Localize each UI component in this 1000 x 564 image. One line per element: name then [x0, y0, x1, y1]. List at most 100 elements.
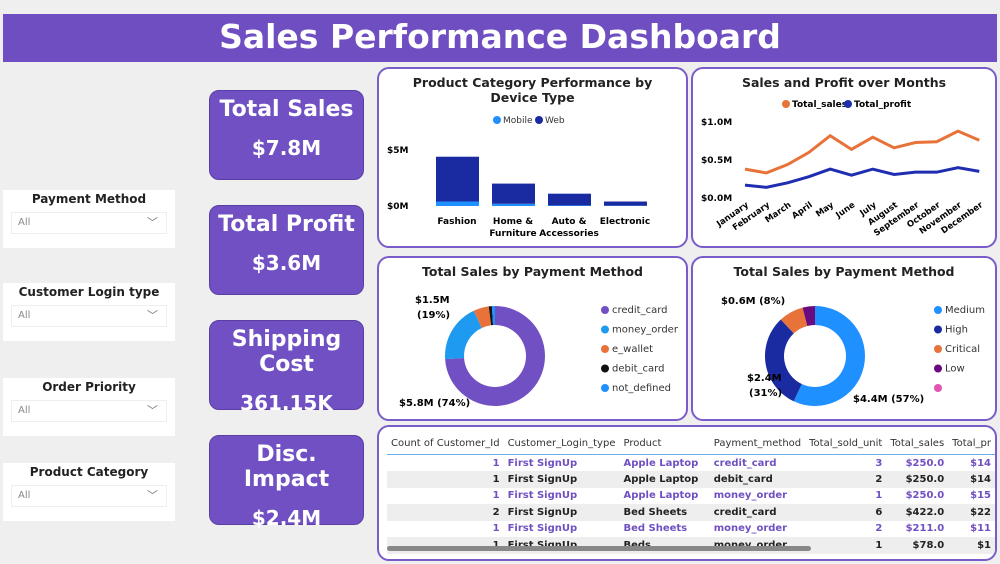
table-cell: First SignUp: [503, 471, 620, 488]
table-cell: 1: [805, 537, 887, 554]
legend-label: Total_sales: [792, 100, 847, 110]
table-row[interactable]: 1 First SignUp Apple Laptop credit_card 3 $25…: [387, 455, 995, 472]
y-tick-label: $0M: [387, 202, 409, 212]
table-cell: 6: [805, 504, 887, 521]
legend-marker: [934, 345, 942, 353]
table-cell: credit_card: [713, 457, 777, 469]
legend-marker: [601, 325, 609, 334]
legend-marker: [601, 384, 609, 392]
table-row[interactable]: 1 First SignUp Apple Laptop money_order 1 $25…: [387, 488, 995, 505]
line-total_profit: [744, 166, 980, 189]
table-cell: credit_card: [709, 504, 806, 521]
table-row[interactable]: 2 First SignUp Bed Sheets credit_card 6 $422.…: [387, 504, 995, 521]
donut-slice: [445, 306, 545, 406]
table-cell: $422.0: [886, 504, 949, 521]
payment-method-dropdown[interactable]: All ﹀: [11, 212, 167, 234]
data-label: $2.4M: [747, 373, 782, 384]
data-label: $5.8M (74%): [399, 398, 470, 409]
legend-marker: [934, 364, 942, 373]
table-cell: $78.0: [886, 537, 949, 554]
legend-label: Low: [945, 364, 965, 375]
filter-label: Product Category: [29, 465, 149, 479]
table-row[interactable]: 1 First SignUp Bed Sheets money_order 2 $211.…: [387, 521, 995, 538]
kpi-value: $3.6M: [251, 251, 322, 275]
kpi-disc-impact: Disc. Impact $2.4M: [209, 435, 364, 530]
table-cell: 2: [805, 471, 887, 488]
chart-title: Total Sales by Payment Method: [421, 264, 644, 279]
table-cell: 3: [875, 457, 883, 469]
x-tick-label: May: [814, 200, 836, 220]
donut-slice: [491, 306, 495, 326]
table-cell: First SignUp: [503, 504, 620, 521]
chart-title: Sales and Profit over Months: [741, 75, 947, 90]
column-header[interactable]: Product: [619, 433, 710, 455]
table-cell: debit_card: [709, 471, 806, 488]
table-cell: First SignUp: [507, 457, 578, 469]
x-tick-label: Fashion: [437, 217, 476, 227]
donut-slice: [802, 306, 815, 326]
table-cell: $250.0: [905, 457, 945, 469]
column-header[interactable]: Payment_method: [709, 433, 806, 455]
donut-slice: [780, 307, 808, 334]
chevron-down-icon: ﹀: [147, 489, 158, 502]
legend-marker: [535, 116, 543, 124]
table-cell: $11: [970, 523, 991, 535]
donut-slice: [765, 319, 802, 402]
data-table: Count of Customer_Id Customer_Login_type P…: [387, 433, 995, 554]
legend-marker: [844, 100, 852, 108]
legend-label: Medium: [945, 305, 985, 316]
kpi-label: Total Sales: [219, 97, 354, 122]
table-cell: Bed Sheets: [623, 523, 688, 535]
table-cell: First SignUp: [507, 490, 578, 502]
line-chart-panel: Sales and Profit over Months Total_sales…: [691, 67, 997, 248]
table-row[interactable]: 1 First SignUp Apple Laptop debit_card 2 $250…: [387, 471, 995, 488]
table-cell: First SignUp: [507, 523, 578, 535]
legend-label: Mobile: [503, 116, 533, 126]
kpi-value: 361.15K: [240, 391, 333, 415]
x-tick-label: April: [790, 200, 814, 221]
kpi-label: Shipping Cost: [231, 327, 342, 377]
table-cell: 1: [492, 523, 500, 535]
legend-marker: [934, 306, 942, 314]
kpi-total-sales: Total Sales $7.8M: [209, 90, 364, 180]
column-header[interactable]: Customer_Login_type: [503, 433, 620, 455]
dropdown-value: All: [18, 490, 31, 501]
bar-web: [492, 183, 535, 204]
kpi-label: Disc. Impact: [243, 442, 330, 492]
column-header[interactable]: Total_pr: [948, 433, 995, 455]
data-label: (31%): [749, 388, 782, 399]
order-priority-dropdown[interactable]: All ﹀: [11, 400, 167, 422]
donut-slice: [445, 310, 482, 360]
table-cell: 2: [875, 523, 883, 535]
dropdown-value: All: [18, 405, 31, 416]
bar-mobile: [548, 205, 591, 206]
table-cell: 1: [492, 490, 500, 502]
product-category-dropdown[interactable]: All ﹀: [11, 485, 167, 507]
column-header[interactable]: Count of Customer_Id: [387, 433, 504, 455]
data-label: $1.5M: [415, 295, 450, 306]
customer-login-dropdown[interactable]: All ﹀: [11, 305, 167, 327]
legend-label: High: [945, 325, 968, 336]
table-cell: $22: [948, 504, 995, 521]
horizontal-scrollbar[interactable]: [387, 546, 811, 551]
legend-label: not_defined: [612, 383, 671, 394]
filter-payment-method: Payment Method All ﹀: [3, 190, 175, 248]
filter-product-category: Product Category All ﹀: [3, 463, 175, 521]
chart-title: Total Sales by Payment Method: [733, 264, 955, 279]
column-header[interactable]: Total_sales: [886, 433, 949, 455]
x-tick-label: Auto &: [552, 217, 587, 227]
y-tick-label: $0.5M: [701, 156, 732, 166]
table-cell: 1: [492, 457, 500, 469]
x-tick-label: Furniture: [489, 229, 536, 239]
data-table-panel: Count of Customer_Id Customer_Login_type P…: [377, 425, 997, 561]
column-header[interactable]: Total_sold_unit: [805, 433, 887, 455]
chevron-down-icon: ﹀: [147, 404, 158, 417]
table-cell: 2: [387, 504, 504, 521]
y-tick-label: $1.0M: [701, 118, 732, 128]
table-cell: $211.0: [905, 523, 945, 535]
kpi-total-profit: Total Profit $3.6M: [209, 205, 364, 295]
legend-marker: [782, 100, 790, 108]
chevron-down-icon: ﹀: [147, 216, 158, 229]
table-cell: $1: [948, 537, 995, 554]
chevron-down-icon: ﹀: [147, 309, 158, 322]
